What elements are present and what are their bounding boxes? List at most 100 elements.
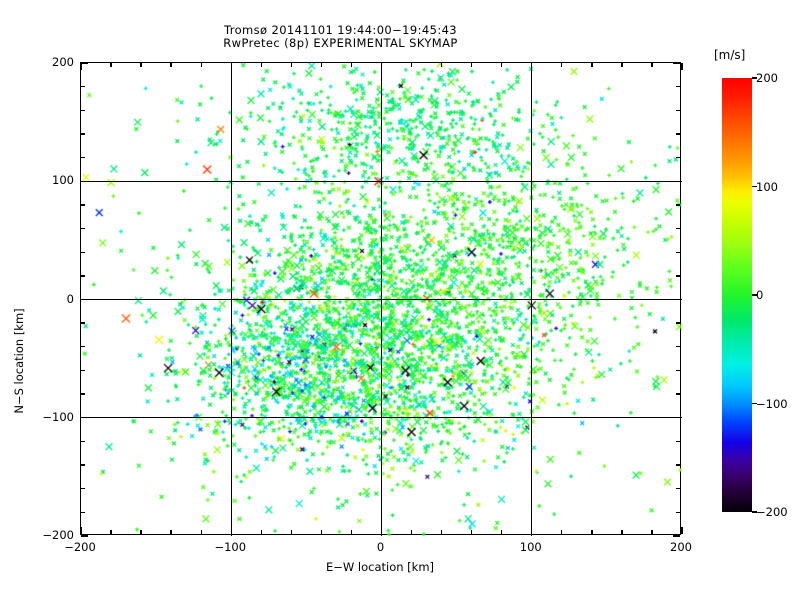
- colorbar-unit-label: [m/s]: [714, 48, 746, 62]
- y-tick-label: −200: [42, 528, 74, 542]
- x-tick-mark: [80, 63, 82, 70]
- x-tick-mark: [380, 527, 383, 534]
- title-line-1: Tromsø 20141101 19:44:00−19:45:43: [223, 23, 458, 37]
- x-tick-mark: [380, 63, 383, 70]
- gridline-vertical: [531, 63, 533, 536]
- x-tick-mark: [320, 63, 323, 67]
- y-tick-mark: [81, 109, 85, 111]
- y-tick-mark: [81, 133, 85, 135]
- y-tick-label: 200: [52, 55, 74, 69]
- x-tick-mark: [440, 530, 443, 534]
- x-tick-mark: [140, 530, 142, 534]
- y-tick-mark: [81, 298, 88, 301]
- y-tick-mark: [81, 535, 88, 537]
- x-tick-mark: [531, 527, 533, 534]
- y-tick-mark: [676, 227, 680, 230]
- y-tick-mark: [676, 464, 680, 466]
- x-tick-mark: [591, 530, 593, 534]
- x-tick-mark: [501, 63, 503, 67]
- x-tick-mark: [410, 63, 413, 67]
- y-tick-mark: [676, 511, 680, 514]
- y-tick-mark: [673, 535, 680, 537]
- colorbar-tick-mark: [752, 402, 757, 405]
- y-axis-title: N−S location [km]: [12, 308, 26, 414]
- y-tick-mark: [81, 156, 85, 159]
- x-tick-mark: [260, 530, 262, 534]
- y-tick-mark: [81, 369, 85, 372]
- y-tick-mark: [81, 322, 85, 324]
- x-tick-mark: [651, 63, 653, 67]
- x-tick-mark: [561, 530, 563, 534]
- y-tick-mark: [81, 393, 85, 395]
- x-tick-mark: [531, 63, 533, 70]
- x-tick-mark: [110, 530, 112, 534]
- colorbar-tick-label: −200: [756, 505, 788, 519]
- gridline-vertical: [380, 63, 383, 536]
- y-tick-mark: [81, 346, 85, 348]
- x-tick-mark: [200, 530, 202, 534]
- x-tick-mark: [170, 63, 172, 67]
- colorbar-tick-label: −100: [756, 396, 788, 411]
- colorbar-tick-mark: [752, 185, 757, 188]
- y-tick-mark: [81, 464, 85, 466]
- colorbar: [722, 78, 752, 512]
- x-tick-mark: [170, 530, 172, 534]
- y-tick-mark: [81, 440, 85, 443]
- x-tick-mark: [230, 527, 232, 534]
- x-tick-label: 200: [670, 540, 692, 554]
- x-tick-mark: [290, 530, 293, 534]
- y-tick-mark: [81, 227, 85, 230]
- y-tick-mark: [81, 488, 85, 490]
- colorbar-tick-mark: [752, 77, 757, 79]
- x-tick-mark: [410, 530, 413, 534]
- x-tick-label: −200: [64, 540, 96, 554]
- colorbar-tick-label: 0: [756, 288, 764, 302]
- y-tick-mark: [81, 204, 85, 206]
- y-tick-mark: [676, 275, 680, 277]
- x-tick-mark: [621, 63, 623, 67]
- y-tick-mark: [676, 488, 680, 490]
- figure-title: Tromsø 20141101 19:44:00−19:45:43 RwPret…: [0, 24, 681, 50]
- y-tick-mark: [676, 156, 680, 159]
- y-tick-mark: [676, 251, 680, 253]
- plot-area: N−S location [km]: [12, 62, 683, 537]
- x-axis-title: E−W location [km]: [325, 560, 435, 574]
- x-tick-mark: [651, 530, 653, 534]
- x-tick-mark: [110, 63, 112, 67]
- y-tick-mark: [673, 298, 680, 301]
- y-tick-mark: [676, 393, 680, 395]
- y-tick-label: −100: [42, 409, 74, 424]
- x-tick-mark: [561, 63, 563, 67]
- x-tick-mark: [501, 530, 503, 534]
- y-tick-mark: [676, 440, 680, 443]
- y-tick-mark: [673, 417, 680, 419]
- x-tick-mark: [350, 530, 353, 534]
- x-tick-label: 0: [376, 540, 385, 554]
- gridline-vertical: [230, 63, 232, 536]
- x-tick-mark: [260, 63, 262, 67]
- y-tick-label: 100: [52, 173, 74, 188]
- x-tick-mark: [80, 527, 82, 534]
- x-tick-mark: [591, 63, 593, 67]
- colorbar-tick-label: 100: [756, 179, 778, 194]
- x-tick-mark: [350, 63, 353, 67]
- x-tick-mark: [230, 63, 232, 70]
- x-tick-mark: [470, 530, 473, 534]
- y-tick-mark: [673, 180, 680, 182]
- x-tick-mark: [140, 63, 142, 67]
- y-tick-mark: [81, 511, 85, 514]
- x-tick-mark: [681, 63, 683, 70]
- colorbar-tick-mark: [752, 294, 757, 296]
- y-tick-mark: [673, 62, 680, 64]
- y-tick-mark: [81, 62, 88, 64]
- y-tick-mark: [676, 85, 680, 88]
- y-tick-mark: [676, 346, 680, 348]
- y-tick-label: 0: [66, 291, 74, 306]
- y-tick-mark: [676, 369, 680, 372]
- x-tick-mark: [320, 530, 323, 534]
- x-tick-mark: [440, 63, 443, 67]
- x-tick-label: −100: [214, 540, 247, 554]
- y-tick-mark: [676, 109, 680, 111]
- title-line-2: RwPretec (8p) EXPERIMENTAL SKYMAP: [223, 36, 458, 50]
